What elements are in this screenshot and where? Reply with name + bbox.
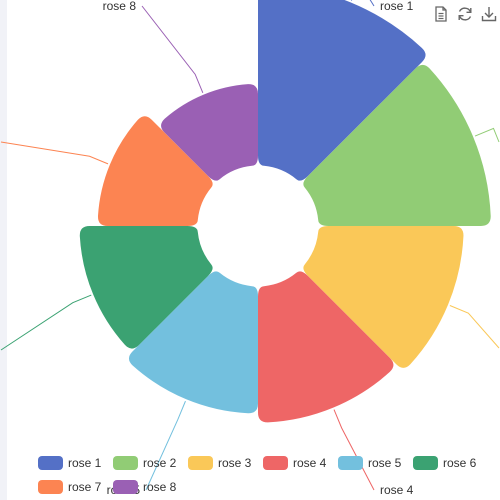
legend-label: rose 3 — [218, 456, 252, 470]
legend-swatch — [413, 456, 438, 470]
label-leader-5 — [145, 400, 186, 491]
rose-slice-4[interactable] — [258, 271, 394, 423]
legend-item-2[interactable]: rose 2 — [113, 456, 177, 470]
legend-item-1[interactable]: rose 1 — [38, 456, 102, 470]
rose-slices — [79, 0, 491, 423]
label-leader-2 — [474, 127, 500, 143]
legend-label: rose 7 — [68, 480, 102, 494]
restore-icon[interactable] — [456, 5, 474, 23]
label-leader-4 — [333, 409, 375, 491]
rose-slice-7[interactable] — [97, 116, 213, 226]
legend-label: rose 8 — [143, 480, 177, 494]
legend-swatch — [113, 456, 138, 470]
legend-swatch — [113, 480, 138, 494]
legend-item-6[interactable]: rose 6 — [413, 456, 477, 470]
legend-label: rose 1 — [68, 456, 102, 470]
slice-label-8: rose 8 — [103, 0, 137, 13]
legend-item-3[interactable]: rose 3 — [188, 456, 252, 470]
legend-item-8[interactable]: rose 8 — [113, 480, 177, 494]
rose-slice-8[interactable] — [161, 84, 258, 181]
toolbox — [432, 5, 498, 23]
legend-label: rose 4 — [293, 456, 327, 470]
legend-swatch — [188, 456, 213, 470]
legend-item-4[interactable]: rose 4 — [263, 456, 327, 470]
save-as-image-icon[interactable] — [480, 5, 498, 23]
legend-label: rose 6 — [443, 456, 477, 470]
legend-label: rose 5 — [368, 456, 402, 470]
label-leader-7 — [0, 141, 109, 165]
rose-slice-6[interactable] — [79, 226, 213, 349]
label-leader-8 — [141, 5, 204, 93]
rose-slice-1[interactable] — [258, 0, 426, 181]
rose-slice-5[interactable] — [128, 271, 258, 414]
legend-swatch — [38, 456, 63, 470]
legend: rose 1 rose 2 rose 3 rose 4 rose 5 rose 6 rose… — [38, 456, 477, 494]
label-leader-3 — [449, 305, 500, 349]
legend-item-5[interactable]: rose 5 — [338, 456, 402, 470]
slice-label-1: rose 1 — [380, 0, 414, 13]
legend-swatch — [338, 456, 363, 470]
rose-slice-3[interactable] — [303, 226, 464, 368]
legend-swatch — [38, 480, 63, 494]
rose-slice-2[interactable] — [303, 64, 491, 226]
slice-label-4: rose 4 — [380, 483, 414, 497]
data-view-icon[interactable] — [432, 5, 450, 23]
label-leader-6 — [0, 294, 92, 351]
legend-swatch — [263, 456, 288, 470]
legend-label: rose 2 — [143, 456, 177, 470]
page-edge-strip — [0, 0, 7, 500]
legend-item-7[interactable]: rose 7 — [38, 480, 102, 494]
